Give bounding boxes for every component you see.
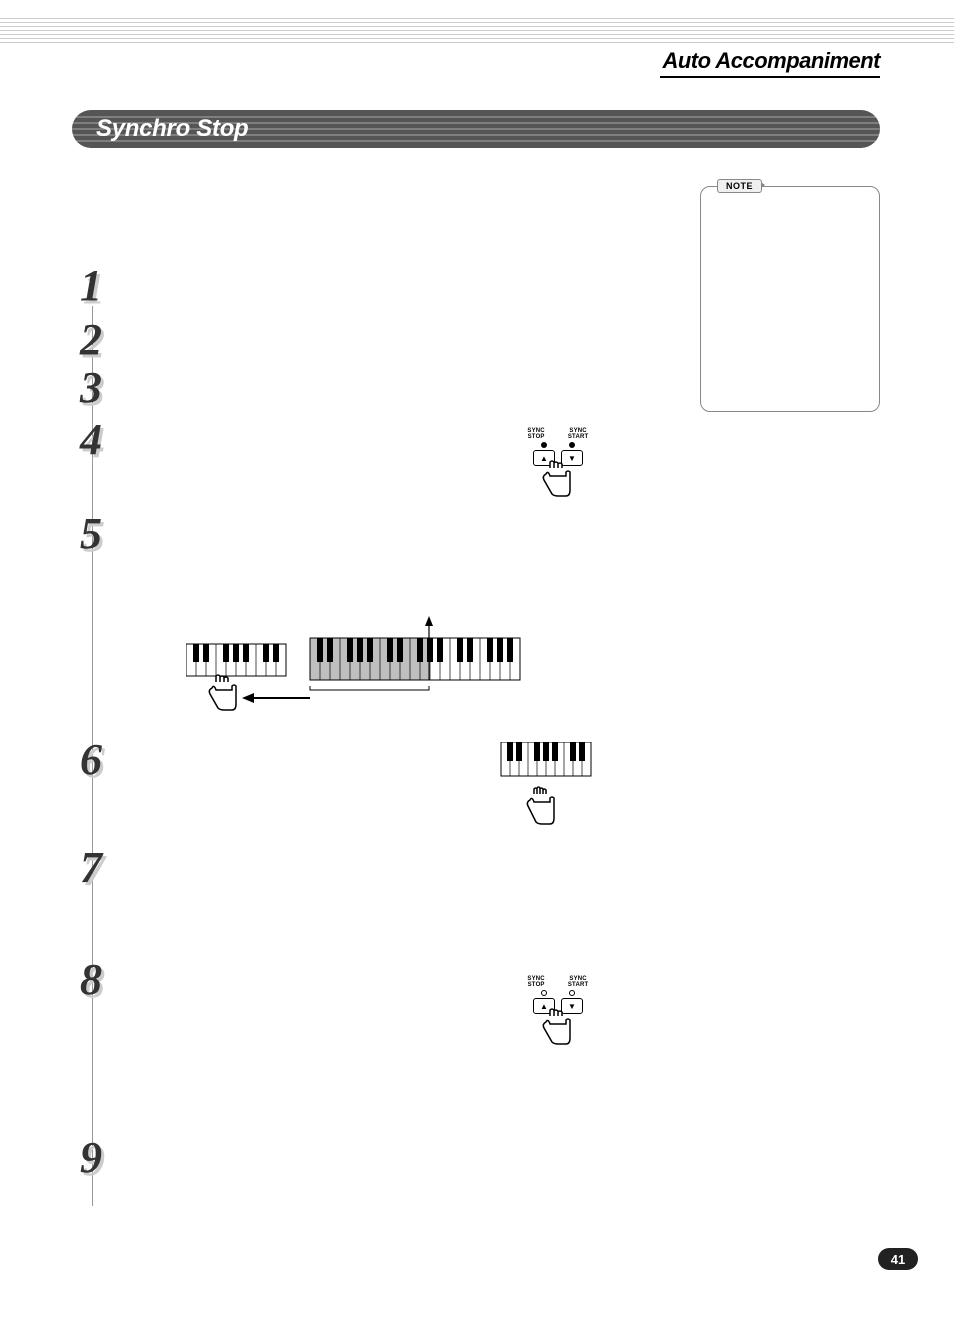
section-title: Synchro Stop bbox=[96, 115, 248, 143]
figure-release-keys bbox=[498, 742, 594, 832]
sync-stop-led-icon bbox=[541, 990, 547, 996]
chapter-title: Auto Accompaniment bbox=[662, 48, 880, 74]
figure-sync-buttons-step4: SYNC STOP SYNC START ▲ ▼ bbox=[518, 428, 598, 498]
label-sync-stop: SYNC STOP bbox=[518, 428, 554, 440]
figure-sync-buttons-step8: SYNC STOP SYNC START ▲ ▼ bbox=[518, 976, 598, 1046]
label-sync-stop: SYNC STOP bbox=[518, 976, 554, 988]
sync-start-button[interactable]: ▼ bbox=[561, 450, 583, 466]
sync-start-led-icon bbox=[569, 990, 575, 996]
hand-icon bbox=[527, 787, 554, 824]
sync-stop-led-icon bbox=[541, 442, 547, 448]
section-banner: Synchro Stop bbox=[72, 110, 880, 148]
note-box: NOTE bbox=[700, 186, 880, 412]
sync-start-button[interactable]: ▼ bbox=[561, 998, 583, 1014]
hand-icon bbox=[209, 675, 236, 710]
label-sync-start: SYNC START bbox=[558, 976, 598, 988]
led-row bbox=[518, 442, 598, 448]
main-keyboard-icon bbox=[310, 630, 520, 690]
label-sync-start: SYNC START bbox=[558, 428, 598, 440]
led-row bbox=[518, 990, 598, 996]
page-number-badge: 41 bbox=[878, 1248, 918, 1270]
mini-keyboard-icon bbox=[186, 644, 286, 676]
sync-start-led-icon bbox=[569, 442, 575, 448]
note-tab-label: NOTE bbox=[717, 179, 762, 193]
figure-keyboard-split bbox=[186, 614, 526, 724]
chapter-underline bbox=[660, 76, 880, 78]
top-horizontal-rules bbox=[0, 18, 954, 46]
